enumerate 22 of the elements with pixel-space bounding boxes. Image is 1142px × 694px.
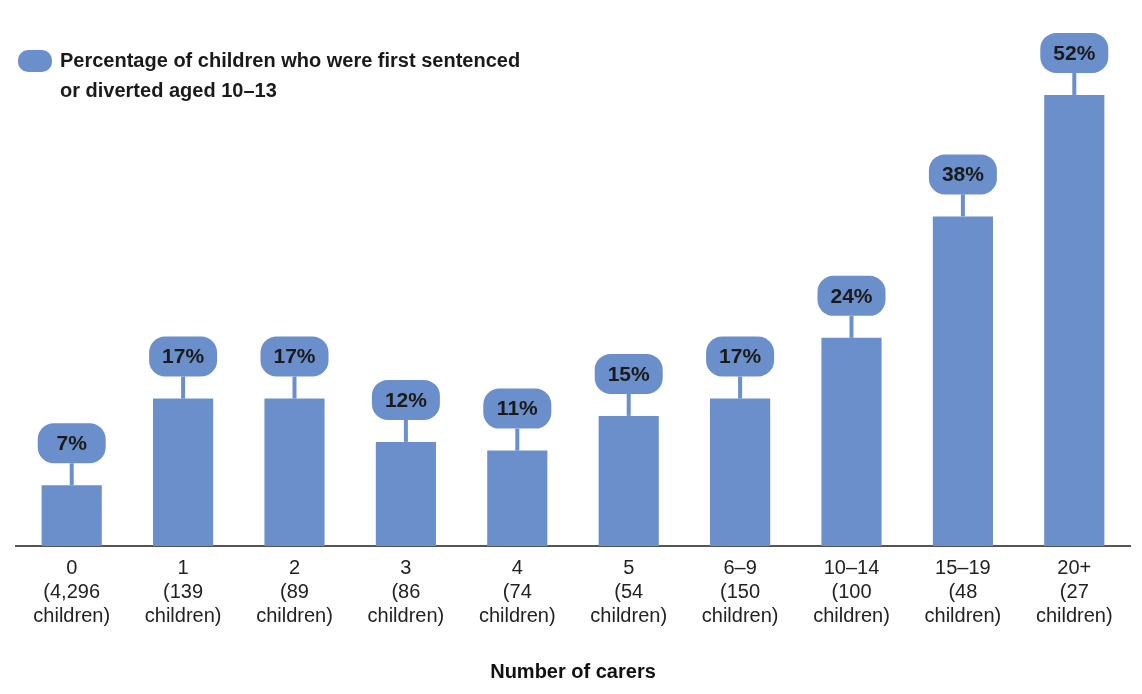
data-label: 17% (162, 344, 205, 368)
x-tick-label: 4 (74 children) (478, 555, 556, 626)
x-tick-label: 1 (139 children) (144, 555, 222, 626)
data-label: 17% (273, 344, 316, 368)
legend-label: Percentage of children who were first sentenced or diverted aged 10–13 (60, 48, 522, 103)
x-tick-label: 20+ (27 children) (1035, 555, 1113, 626)
data-label: 7% (56, 431, 88, 455)
data-label: 38% (941, 162, 985, 186)
x-tick-label: 15–19 (48 children) (924, 555, 1002, 626)
x-tick-label: 0 (4,296 children) (33, 555, 111, 626)
x-axis-title: Number of carers (490, 659, 656, 682)
x-tick-label: 2 (89 children) (256, 555, 333, 626)
data-label: 11% (496, 396, 539, 420)
data-label: 24% (830, 283, 873, 307)
data-label: 15% (607, 361, 651, 385)
x-tick-label: 3 (86 children) (367, 555, 445, 626)
x-tick-label: 10–14 (100 children) (813, 555, 890, 626)
data-label: 52% (1053, 40, 1096, 64)
data-label: 12% (384, 387, 428, 411)
x-tick-label: 5 (54 children) (590, 555, 668, 626)
data-label: 17% (719, 344, 762, 368)
x-tick-label: 6–9 (150 children) (701, 555, 779, 626)
